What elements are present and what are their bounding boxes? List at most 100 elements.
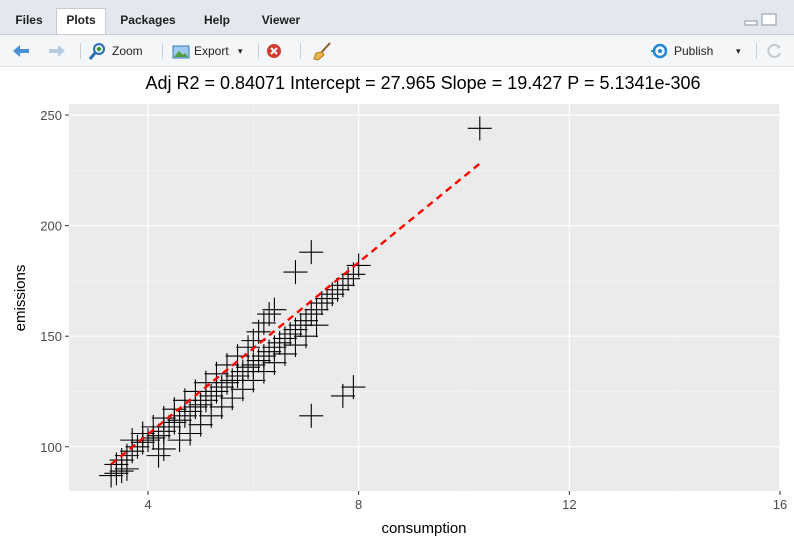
data-point (283, 333, 308, 358)
fit-line (110, 162, 481, 466)
data-point (146, 443, 171, 468)
y-tick-label: 250 (40, 108, 62, 123)
data-point (178, 399, 203, 424)
data-point (346, 253, 371, 278)
minimize-icon[interactable] (744, 20, 758, 26)
y-tick-label: 200 (40, 219, 62, 234)
toolbar-separator (80, 43, 81, 59)
tab-packages[interactable]: Packages (120, 13, 176, 27)
plot-panel (69, 104, 780, 491)
data-point (267, 330, 292, 355)
publish-icon (651, 43, 668, 59)
data-point (178, 421, 203, 446)
data-point (151, 406, 176, 431)
data-point (283, 260, 308, 285)
tab-help[interactable]: Help (203, 13, 230, 27)
chevron-down-icon: ▾ (736, 46, 741, 56)
tab-files[interactable]: Files (15, 13, 43, 27)
data-point (109, 448, 134, 473)
data-point (188, 412, 213, 437)
data-point (246, 319, 271, 344)
x-tick-label: 16 (773, 497, 787, 512)
x-tick-label: 12 (562, 497, 576, 512)
x-tick-label: 4 (144, 497, 151, 512)
data-point (325, 277, 350, 302)
data-point (251, 310, 276, 335)
x-tick-label: 8 (355, 497, 362, 512)
data-point (114, 443, 139, 468)
plots-toolbar: Zoom Export ▾ Publish ▾ (0, 35, 794, 67)
toolbar-separator (756, 43, 757, 59)
data-point (330, 383, 355, 408)
forward-button[interactable] (46, 41, 70, 61)
data-point (262, 350, 287, 375)
publish-menu[interactable]: Publish ▾ (650, 41, 746, 61)
window-buttons (744, 13, 780, 27)
tab-bar: Files Plots Packages Help Viewer (0, 0, 794, 35)
chevron-down-icon: ▾ (238, 46, 243, 56)
data-point (341, 375, 366, 400)
remove-icon (267, 44, 281, 58)
export-menu[interactable]: Export ▾ (170, 41, 254, 61)
toolbar-separator (258, 43, 259, 59)
data-point (230, 377, 255, 402)
data-point (251, 359, 276, 384)
x-axis-label: consumption (381, 520, 466, 537)
data-point (204, 361, 229, 386)
maximize-icon[interactable] (761, 13, 777, 26)
toolbar-separator (162, 43, 163, 59)
data-point (299, 403, 324, 428)
data-point (272, 341, 297, 366)
data-point (104, 452, 129, 477)
back-button[interactable] (10, 41, 34, 61)
data-point (141, 414, 166, 439)
tab-plots[interactable]: Plots (56, 8, 106, 34)
data-point (99, 463, 124, 488)
regression-line (110, 162, 481, 466)
x-axis-ticks: 4 8 12 16 (144, 491, 787, 512)
zoom-button[interactable]: Zoom (88, 41, 154, 61)
data-point (215, 352, 239, 377)
refresh-icon (767, 43, 781, 58)
broom-icon (313, 42, 331, 61)
refresh-button[interactable] (764, 41, 786, 61)
data-point (241, 368, 266, 393)
data-point (193, 370, 218, 395)
data-point (246, 348, 271, 373)
arrow-right-icon (49, 45, 65, 57)
data-point (162, 397, 187, 422)
data-point (125, 434, 150, 459)
plot-area: Adj R2 = 0.84071 Intercept = 27.965 Slop… (0, 67, 794, 549)
data-point (257, 302, 282, 327)
data-point (304, 313, 329, 338)
data-point (257, 339, 282, 364)
data-point (262, 297, 287, 322)
y-tick-label: 150 (40, 329, 62, 344)
toolbar-separator (300, 43, 301, 59)
scatter-plot: Adj R2 = 0.84071 Intercept = 27.965 Slop… (12, 73, 787, 537)
data-points (99, 116, 492, 488)
chart-title: Adj R2 = 0.84071 Intercept = 27.965 Slop… (145, 73, 700, 93)
data-point (220, 386, 245, 411)
y-axis-ticks: 100 150 200 250 (40, 108, 69, 455)
data-point (183, 379, 208, 404)
zoom-icon (88, 43, 105, 60)
data-point (209, 394, 234, 419)
remove-plot-button[interactable] (264, 41, 286, 61)
arrow-left-icon (13, 45, 29, 57)
data-point (330, 273, 355, 298)
data-point (278, 321, 303, 346)
data-point (167, 428, 192, 453)
clear-all-button[interactable] (312, 41, 336, 61)
y-axis-label: emissions (12, 265, 29, 332)
data-point (467, 116, 492, 141)
data-point (309, 291, 334, 316)
data-point (315, 286, 340, 311)
export-image-icon (172, 45, 190, 59)
data-point (172, 388, 197, 413)
data-point (320, 282, 345, 307)
data-point (299, 302, 324, 327)
tab-viewer[interactable]: Viewer (261, 13, 301, 27)
data-point (294, 324, 318, 349)
data-point (299, 240, 324, 265)
